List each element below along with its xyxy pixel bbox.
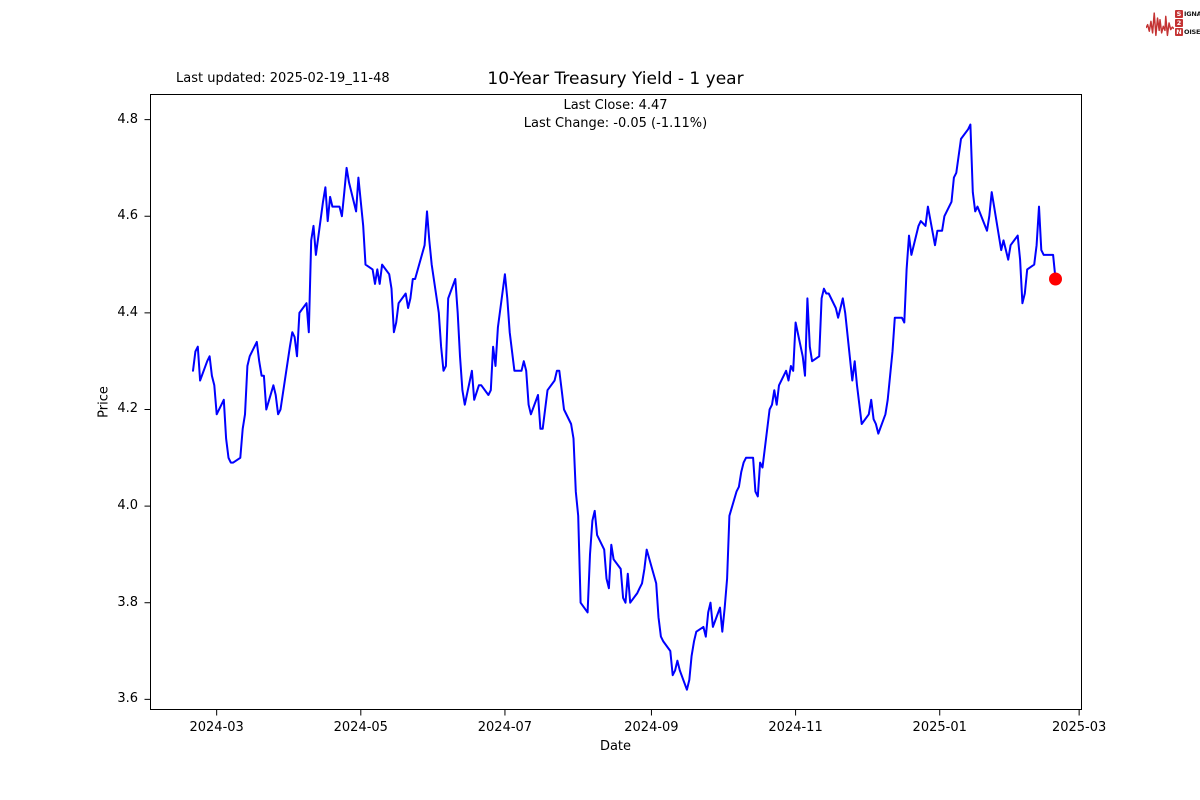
y-tick-label: 4.4 xyxy=(117,304,138,320)
logo-letter-box: S xyxy=(1175,10,1183,18)
x-axis-label: Date xyxy=(599,739,632,754)
last-change-label: Last Change: -0.05 (-1.11%) xyxy=(523,116,708,131)
y-tick-label: 4.0 xyxy=(117,498,138,514)
y-tick-label: 4.8 xyxy=(117,111,138,127)
logo-letter-box: 2 xyxy=(1175,19,1183,27)
logo-word-2: 2 xyxy=(1175,19,1200,27)
yield-line xyxy=(192,123,1057,691)
x-tick-label: 2025-01 xyxy=(912,720,967,735)
x-tick-label: 2024-07 xyxy=(477,720,533,735)
x-tick-label: 2024-05 xyxy=(333,720,388,735)
axes-frame xyxy=(150,94,1082,710)
y-tick-label: 4.2 xyxy=(117,401,138,417)
x-tick-label: 2024-03 xyxy=(189,720,244,735)
x-tick-label: 2024-09 xyxy=(624,720,679,735)
last-close-label: Last Close: 4.47 xyxy=(563,98,668,113)
last-updated-label: Last updated: 2025-02-19_11-48 xyxy=(176,71,390,86)
y-tick-label: 3.6 xyxy=(117,691,138,707)
logo-word-rest: OISE xyxy=(1184,28,1200,36)
y-tick-label: 4.6 xyxy=(117,208,138,224)
last-close-marker xyxy=(1049,272,1062,286)
y-tick-label: 3.8 xyxy=(117,594,138,610)
logo-word-noise: N OISE xyxy=(1175,28,1200,36)
logo-word-rest: IGNAL xyxy=(1184,10,1200,18)
waveform-icon xyxy=(1146,12,1174,37)
logo-letter-box: N xyxy=(1175,28,1183,36)
chart-title: 10-Year Treasury Yield - 1 year xyxy=(487,69,744,89)
x-tick-label: 2024-11 xyxy=(768,720,823,735)
x-tick-label: 2025-03 xyxy=(1051,720,1107,735)
logo-word-signal: SIGNAL xyxy=(1175,10,1200,18)
